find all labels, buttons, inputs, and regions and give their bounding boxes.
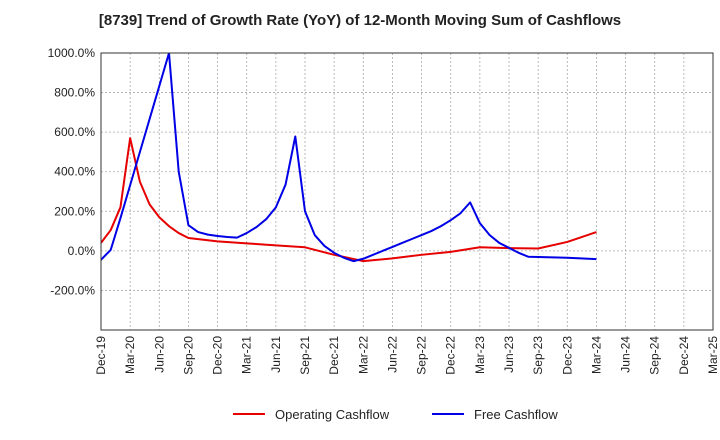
y-tick-label: 600.0% xyxy=(54,125,95,139)
x-tick-label: Mar-24 xyxy=(589,336,603,374)
plot-frame xyxy=(100,52,714,331)
x-tick-label: Mar-25 xyxy=(706,336,720,374)
x-tick-label: Sep-21 xyxy=(298,336,312,375)
y-tick-label: 1000.0% xyxy=(48,46,96,60)
x-tick-label: Sep-22 xyxy=(415,336,429,375)
x-tick-label: Mar-23 xyxy=(473,336,487,374)
y-tick-label: 0.0% xyxy=(68,244,96,258)
x-tick-label: Mar-20 xyxy=(123,336,137,374)
x-tick-label: Sep-23 xyxy=(531,336,545,375)
y-tick-label: -200.0% xyxy=(50,283,95,297)
x-tick-label: Dec-22 xyxy=(444,336,458,375)
free-cashflow-line xyxy=(101,53,597,263)
chart-title: [8739] Trend of Growth Rate (YoY) of 12-… xyxy=(98,12,622,29)
x-tick-label: Jun-20 xyxy=(152,336,166,373)
y-tick-label: 800.0% xyxy=(54,86,95,100)
grid-layer xyxy=(100,53,714,330)
x-tick-label: Sep-20 xyxy=(181,336,195,375)
x-tick-label: Jun-23 xyxy=(502,336,516,373)
y-tick-label: 400.0% xyxy=(54,165,95,179)
x-tick-label: Sep-24 xyxy=(648,336,662,375)
y-tick-labels: -200.0% 0.0% 200.0% 400.0% 600.0% 800.0% 1000.… xyxy=(48,46,96,297)
x-tick-label: Dec-24 xyxy=(677,336,691,375)
operating-cashflow-line xyxy=(101,137,597,263)
x-tick-label: Jun-21 xyxy=(269,336,283,373)
x-tick-label: Dec-20 xyxy=(211,336,225,375)
x-tick-label: Jun-24 xyxy=(619,336,633,373)
legend-label: Free Cashflow xyxy=(474,407,558,422)
x-tick-label: Dec-23 xyxy=(560,336,574,375)
x-tick-label: Mar-21 xyxy=(240,336,254,374)
legend: Operating Cashflow Free Cashflow xyxy=(233,407,558,422)
series-layer xyxy=(101,53,597,263)
x-tick-label: Jun-22 xyxy=(385,336,399,373)
x-tick-labels: Dec-19 Mar-20 Jun-20 Sep-20 Dec-20 Mar-21 Jun-… xyxy=(94,336,720,375)
y-tick-label: 200.0% xyxy=(54,204,95,218)
plot-background xyxy=(101,53,713,330)
x-tick-label: Dec-19 xyxy=(94,336,108,375)
x-tick-label: Dec-21 xyxy=(327,336,341,375)
x-tick-label: Mar-22 xyxy=(356,336,370,374)
legend-label: Operating Cashflow xyxy=(275,407,390,422)
